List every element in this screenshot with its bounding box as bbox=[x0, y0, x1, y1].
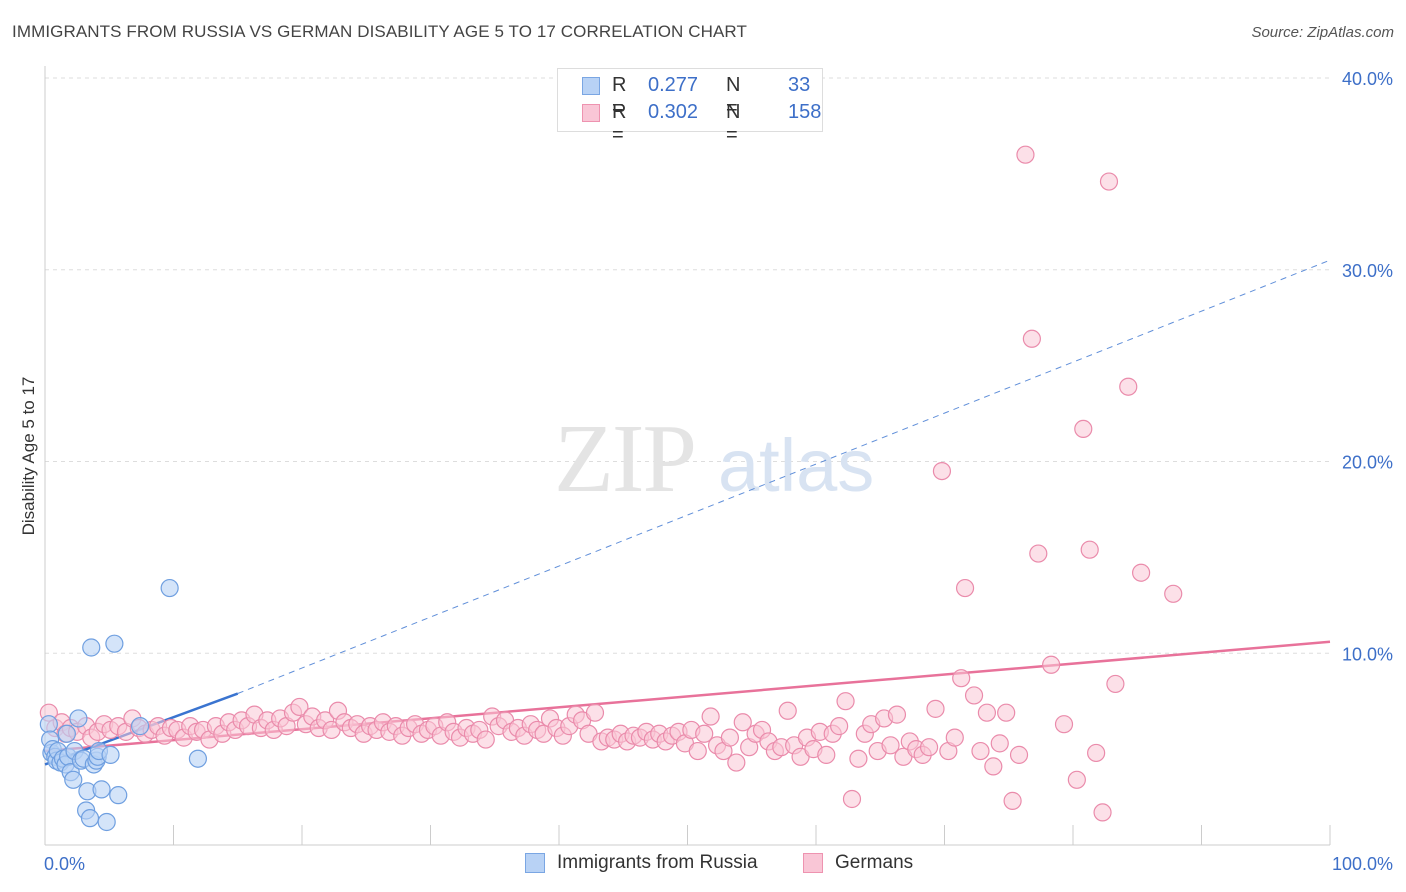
data-point-germans bbox=[964, 686, 984, 705]
data-point-germans bbox=[830, 717, 849, 736]
data-point-germans bbox=[1132, 563, 1151, 582]
data-point-germans bbox=[977, 703, 997, 722]
x-tick-label: 0.0% bbox=[44, 854, 85, 874]
data-point-germans bbox=[1093, 803, 1112, 822]
data-point-germans bbox=[290, 697, 309, 717]
data-point-germans bbox=[955, 578, 975, 598]
data-point-germans bbox=[1164, 584, 1183, 603]
bottom-legend-label-germans: Germans bbox=[835, 852, 914, 873]
data-point-germans bbox=[733, 713, 752, 732]
data-point-russia bbox=[105, 634, 124, 653]
data-point-germans bbox=[836, 692, 855, 711]
series-immigrants-from-russia bbox=[39, 578, 208, 832]
data-point-germans bbox=[1087, 743, 1106, 763]
data-point-germans bbox=[1080, 540, 1099, 559]
data-point-germans bbox=[1054, 715, 1074, 734]
data-point-russia bbox=[188, 749, 208, 768]
data-point-russia bbox=[109, 786, 128, 805]
legend-r-label: R = bbox=[612, 101, 627, 146]
legend-swatch-germans bbox=[582, 104, 600, 122]
trend-line-russia-extended bbox=[237, 259, 1331, 694]
data-point-germans bbox=[695, 724, 714, 743]
data-point-germans bbox=[997, 703, 1016, 722]
data-point-russia bbox=[57, 724, 76, 743]
data-point-russia bbox=[92, 780, 111, 799]
legend-r-value: 0.302 bbox=[648, 101, 699, 123]
data-point-germans bbox=[1119, 377, 1138, 396]
data-point-germans bbox=[1099, 172, 1119, 191]
data-point-germans bbox=[1074, 419, 1093, 439]
data-point-russia bbox=[39, 715, 58, 734]
data-point-russia bbox=[69, 709, 88, 728]
data-point-russia bbox=[101, 745, 120, 764]
data-point-germans bbox=[1029, 544, 1048, 563]
y-tick-label: 40.0% bbox=[1342, 69, 1393, 89]
data-point-germans bbox=[926, 699, 945, 718]
legend-n-value: 33 bbox=[788, 74, 811, 96]
legend-r-label: R = bbox=[612, 74, 627, 119]
data-point-germans bbox=[887, 705, 907, 724]
data-point-germans bbox=[1067, 770, 1086, 789]
data-point-germans bbox=[881, 736, 900, 755]
data-point-russia bbox=[64, 770, 83, 789]
data-point-germans bbox=[952, 669, 971, 688]
bottom-legend-swatch-germans bbox=[803, 853, 823, 873]
stats-legend: R = 0.277 N = 33 R = 0.302 N = 158 bbox=[557, 68, 823, 146]
watermark-zip: ZIP bbox=[554, 405, 695, 513]
data-point-germans bbox=[1003, 791, 1022, 810]
data-point-russia bbox=[160, 578, 179, 598]
watermark: ZIP atlas bbox=[554, 405, 874, 513]
x-tick-label: 100.0% bbox=[1332, 854, 1393, 874]
data-point-russia bbox=[82, 638, 101, 657]
data-point-germans bbox=[849, 749, 868, 768]
data-point-germans bbox=[1009, 745, 1029, 764]
series-germans bbox=[39, 145, 1183, 822]
data-point-germans bbox=[919, 738, 939, 757]
source-label: Source: ZipAtlas.com bbox=[1251, 24, 1394, 41]
legend-swatch-russia bbox=[582, 77, 600, 95]
y-tick-label: 30.0% bbox=[1342, 261, 1393, 281]
data-point-germans bbox=[1022, 329, 1041, 348]
tick-labels: 10.0% 20.0% 30.0% 40.0% 0.0% 100.0% bbox=[44, 69, 1393, 874]
data-point-germans bbox=[1016, 145, 1035, 164]
data-point-russia bbox=[80, 809, 100, 828]
y-tick-label: 10.0% bbox=[1342, 644, 1393, 664]
data-point-germans bbox=[701, 707, 720, 726]
data-point-germans bbox=[688, 741, 707, 761]
watermark-atlas: atlas bbox=[718, 424, 874, 507]
data-point-germans bbox=[1106, 674, 1125, 694]
chart-title: IMMIGRANTS FROM RUSSIA VS GERMAN DISABIL… bbox=[12, 22, 747, 41]
data-point-germans bbox=[585, 703, 605, 722]
data-point-germans bbox=[720, 728, 740, 747]
data-point-germans bbox=[990, 734, 1009, 753]
data-point-germans bbox=[971, 741, 990, 761]
data-point-germans bbox=[476, 730, 495, 749]
bottom-legend-label-russia: Immigrants from Russia bbox=[557, 852, 758, 873]
legend-r-value: 0.277 bbox=[648, 74, 699, 96]
data-point-russia bbox=[97, 812, 116, 832]
data-point-germans bbox=[727, 753, 746, 772]
data-point-russia bbox=[130, 717, 150, 736]
data-point-germans bbox=[984, 757, 1003, 776]
data-point-germans bbox=[817, 745, 836, 764]
data-point-germans bbox=[842, 789, 862, 809]
legend-n-value: 158 bbox=[788, 101, 822, 123]
data-point-germans bbox=[945, 728, 964, 747]
data-point-germans bbox=[778, 701, 797, 720]
y-tick-label: 20.0% bbox=[1342, 453, 1393, 473]
data-point-germans bbox=[1042, 655, 1061, 674]
y-axis-label: Disability Age 5 to 17 bbox=[19, 377, 38, 536]
bottom-legend-swatch-russia bbox=[525, 853, 545, 873]
data-point-germans bbox=[932, 461, 952, 481]
legend-n-label: N = bbox=[726, 101, 741, 146]
legend-n-label: N = bbox=[726, 74, 741, 119]
